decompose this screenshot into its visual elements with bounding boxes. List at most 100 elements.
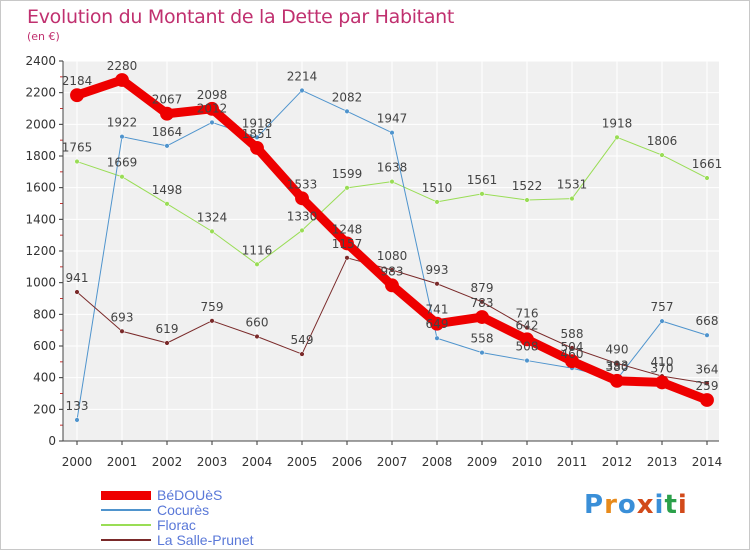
data-point — [614, 360, 620, 366]
data-point — [115, 73, 129, 87]
data-point — [254, 134, 260, 140]
data-point — [479, 299, 485, 305]
data-label: 993 — [426, 263, 449, 277]
data-label: 668 — [696, 314, 719, 328]
data-label: 741 — [426, 303, 449, 317]
data-label: 649 — [426, 317, 449, 331]
data-point — [704, 332, 710, 338]
legend-swatch — [101, 509, 151, 511]
data-label: 380 — [606, 360, 629, 374]
chart-subtitle: (en €) — [27, 30, 60, 43]
data-point — [524, 325, 530, 331]
data-label: 642 — [516, 318, 539, 332]
data-label: 490 — [606, 342, 629, 356]
data-label: 2280 — [107, 59, 138, 73]
x-tick-label: 2005 — [287, 455, 318, 469]
data-point — [389, 130, 395, 136]
data-label: 716 — [516, 307, 539, 321]
data-label: 2012 — [197, 101, 228, 115]
data-point — [704, 380, 710, 386]
data-label: 1116 — [242, 243, 273, 257]
logo-letter: i — [677, 490, 688, 520]
data-label: 1248 — [332, 222, 363, 236]
y-tick-label: 2000 — [25, 117, 56, 131]
data-point — [340, 236, 354, 251]
y-tick-label: 600 — [33, 339, 56, 353]
legend-swatch — [101, 524, 151, 526]
y-tick-label: 800 — [33, 307, 56, 321]
data-label: 1498 — [152, 183, 183, 197]
y-tick-label: 2400 — [25, 54, 56, 68]
y-tick-label: 1600 — [25, 181, 56, 195]
data-point — [659, 318, 665, 324]
legend-item: BéDOUèS — [101, 487, 331, 503]
data-label: 1157 — [332, 237, 363, 251]
data-point — [164, 340, 170, 346]
data-point — [434, 281, 440, 287]
legend: BéDOUèS Cocurès Florac La Salle-Prunet — [101, 487, 331, 548]
data-point — [205, 101, 219, 116]
x-tick-label: 2004 — [242, 455, 273, 469]
logo-letter: i — [654, 490, 665, 520]
x-tick-label: 2014 — [692, 455, 723, 469]
x-tick-label: 2001 — [107, 455, 138, 469]
data-point — [209, 228, 215, 234]
data-label: 1533 — [287, 177, 318, 191]
data-label: 2098 — [197, 88, 228, 102]
data-label: 2082 — [332, 90, 363, 104]
data-point — [434, 335, 440, 341]
data-point — [250, 141, 264, 155]
x-tick-label: 2013 — [647, 455, 678, 469]
data-label: 393 — [606, 358, 629, 372]
data-point — [569, 196, 575, 202]
data-point — [610, 373, 624, 388]
y-tick-label: 0 — [48, 434, 56, 448]
proxiti-logo: Proxiti — [584, 490, 688, 520]
data-label: 1918 — [242, 116, 273, 130]
data-point — [299, 227, 305, 233]
data-label: 364 — [696, 362, 719, 376]
data-point — [520, 332, 534, 347]
data-label: 1324 — [197, 210, 228, 224]
chart-title: Evolution du Montant de la Dette par Hab… — [27, 6, 455, 28]
data-label: 1851 — [242, 127, 273, 141]
legend-label: Cocurès — [157, 502, 210, 518]
legend-item: La Salle-Prunet — [101, 532, 331, 548]
legend-swatch — [101, 539, 151, 541]
data-label: 1947 — [377, 112, 408, 126]
data-point — [74, 417, 80, 423]
logo-letter: r — [604, 490, 618, 520]
data-point — [479, 191, 485, 197]
data-label: 619 — [156, 322, 179, 336]
data-label: 1330 — [287, 209, 318, 223]
data-point — [74, 158, 80, 165]
data-label: 1922 — [107, 116, 138, 130]
data-point — [209, 318, 215, 324]
x-tick-label: 2008 — [422, 455, 453, 469]
y-tick-label: 2200 — [25, 86, 56, 100]
data-point — [160, 106, 174, 121]
data-label: 1806 — [647, 134, 678, 148]
data-point — [524, 197, 530, 203]
data-point — [524, 358, 530, 364]
y-tick-label: 1000 — [25, 276, 56, 290]
data-label: 1561 — [467, 173, 498, 187]
data-point — [659, 152, 665, 158]
data-label: 1531 — [557, 178, 588, 192]
data-label: 1638 — [377, 161, 408, 175]
data-point — [119, 174, 125, 180]
data-label: 549 — [291, 333, 314, 347]
data-label: 2214 — [287, 69, 318, 83]
data-point — [565, 354, 579, 369]
data-label: 259 — [696, 379, 719, 393]
data-point — [700, 393, 714, 407]
data-label: 410 — [651, 355, 674, 369]
data-label: 1080 — [377, 249, 408, 263]
data-label: 1522 — [512, 179, 543, 193]
data-label: 941 — [66, 271, 89, 285]
y-tick-label: 200 — [33, 402, 56, 416]
data-label: 1765 — [62, 141, 93, 155]
data-label: 133 — [66, 399, 89, 413]
y-tick-label: 1200 — [25, 244, 56, 258]
